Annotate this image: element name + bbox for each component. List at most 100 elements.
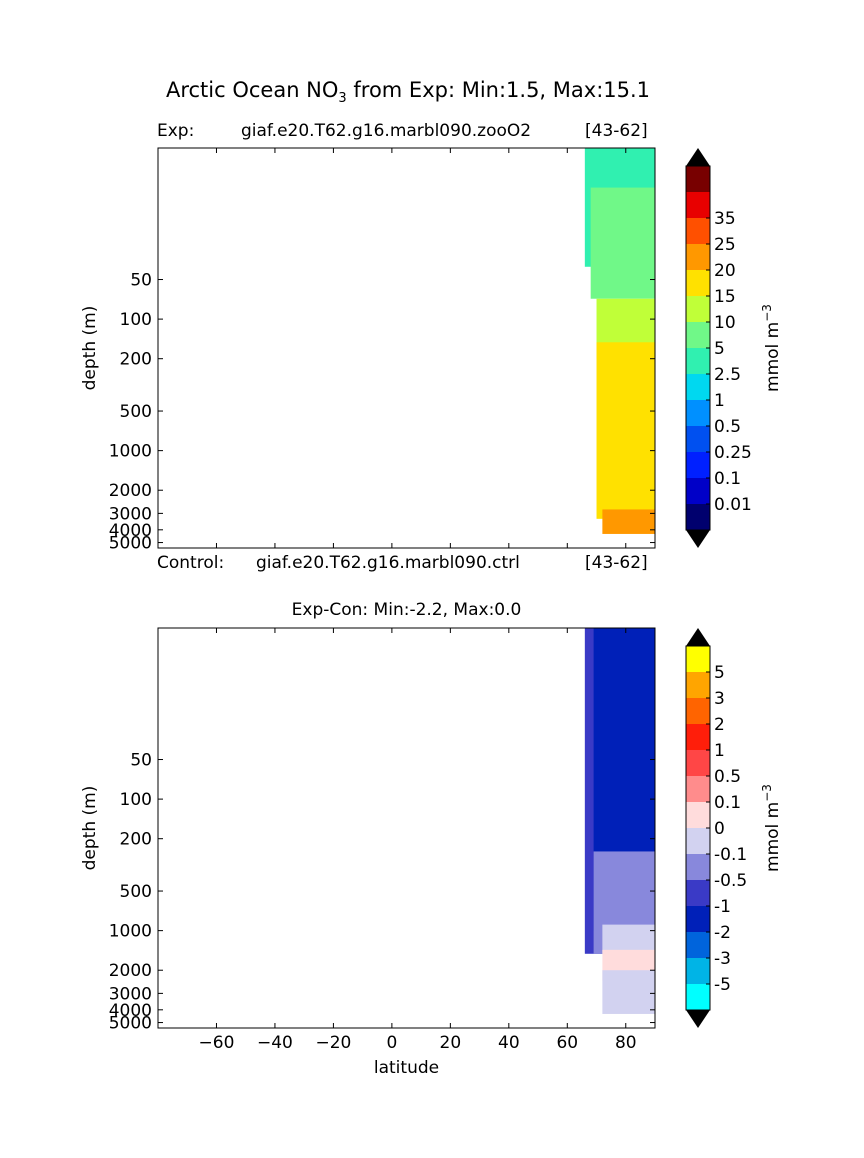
colorbar-swatch: [686, 374, 710, 400]
colorbar-swatch: [686, 452, 710, 478]
colorbar-swatch: [686, 776, 710, 802]
colorbar-tick-label: -0.5: [714, 871, 747, 891]
exp-case-name: giaf.e20.T62.g16.marbl090.zooO2: [241, 121, 532, 141]
colorbar-extend-max: [686, 148, 710, 166]
colorbar-swatch: [686, 270, 710, 296]
colorbar-tick-label: 0: [714, 819, 725, 839]
contour-region-4: [602, 924, 655, 954]
colorbar-tick-label: 1: [714, 741, 725, 761]
colorbar-extend-min: [686, 1010, 710, 1028]
exp-years: [43-62]: [585, 121, 648, 141]
colorbar-tick-label: 2: [714, 715, 725, 735]
colorbar-swatch: [686, 724, 710, 750]
contour-region-5: [602, 509, 655, 534]
difference-title: Exp-Con: Min:-2.2, Max:0.0: [291, 600, 522, 620]
colorbar-swatch: [686, 426, 710, 452]
colorbar-swatch: [686, 348, 710, 374]
exp-label: Exp:: [157, 121, 195, 141]
colorbar-unit-text: mmol m: [763, 322, 783, 392]
colorbar-tick-label: 3: [714, 689, 725, 709]
colorbar-tick-label: 10: [714, 313, 736, 333]
y-tick-label: 100: [120, 310, 152, 330]
figure-title-rest: from Exp: Min:1.5, Max:15.1: [346, 78, 651, 102]
colorbar-unit-superscript: −3: [760, 784, 774, 802]
colorbar-swatch: [686, 932, 710, 958]
colorbar-extend-max: [686, 628, 710, 646]
control-label: Control:: [157, 553, 225, 573]
contour-region-4: [596, 342, 655, 519]
colorbar-swatch: [686, 906, 710, 932]
x-tick-label: −40: [257, 1033, 293, 1053]
figure-title-subscript: 3: [338, 91, 347, 107]
y-tick-label: 100: [120, 790, 152, 810]
y-tick-label: 4000: [109, 521, 152, 541]
y-axis-label: depth (m): [80, 306, 100, 391]
colorbar-swatch: [686, 218, 710, 244]
x-tick-label: 60: [556, 1033, 578, 1053]
colorbar-swatch: [686, 672, 710, 698]
figure-title-text: Arctic Ocean NO: [165, 78, 339, 102]
y-tick-label: 2000: [109, 481, 152, 501]
control-case-name: giaf.e20.T62.g16.marbl090.ctrl: [256, 553, 520, 573]
plot-frame: [157, 627, 656, 1029]
figure-title: Arctic Ocean NO3 from Exp: Min:1.5, Max:…: [0, 78, 816, 106]
colorbar-swatch: [686, 880, 710, 906]
colorbar-tick-label: 1: [714, 391, 725, 411]
colorbar-swatch: [686, 504, 710, 530]
colorbar-swatch: [686, 828, 710, 854]
x-axis-label: latitude: [374, 1058, 439, 1078]
contour-region-6: [602, 970, 655, 1014]
colorbar-swatch: [686, 244, 710, 270]
colorbar-tick-label: 0.01: [714, 495, 752, 515]
colorbar-tick-label: 25: [714, 235, 736, 255]
x-tick-label: −20: [315, 1033, 351, 1053]
colorbar-swatch: [686, 646, 710, 672]
colorbar-swatch: [686, 192, 710, 218]
colorbar-swatch: [686, 698, 710, 724]
colorbar-tick-label: -1: [714, 897, 731, 917]
y-axis-label: depth (m): [80, 786, 100, 871]
colorbar-tick-label: 5: [714, 663, 725, 683]
colorbar-swatch: [686, 322, 710, 348]
colorbar-1: 0.01 0.1 0.25 0.5 1 2.5 5 10 15 20 25 35 mmol m−3: [685, 148, 783, 548]
colorbar-tick-label: -3: [714, 949, 731, 969]
y-tick-label: 1000: [109, 922, 152, 942]
x-tick-label: 80: [615, 1033, 637, 1053]
colorbar-tick-label: -5: [714, 975, 731, 995]
colorbar-tick-label: 0.5: [714, 417, 741, 437]
control-years: [43-62]: [585, 553, 648, 573]
colorbar-tick-label: 0.1: [714, 469, 741, 489]
y-tick-label: 3000: [109, 984, 152, 1004]
colorbar-unit-text: mmol m: [763, 802, 783, 872]
contour-region-2: [590, 187, 655, 299]
colorbar-swatch: [686, 958, 710, 984]
colorbar-extend-min: [686, 530, 710, 548]
colorbar-tick-label: 0.5: [714, 767, 741, 787]
y-tick-label: 50: [130, 271, 152, 291]
colorbar-swatch: [686, 166, 710, 192]
x-tick-label: 40: [498, 1033, 520, 1053]
y-tick-label: 2000: [109, 961, 152, 981]
y-tick-label: 5000: [109, 534, 152, 554]
colorbar-tick-label: 0.25: [714, 443, 752, 463]
colorbar-swatch: [686, 984, 710, 1010]
plot-frame: [157, 147, 656, 549]
x-tick-label: 20: [440, 1033, 462, 1053]
colorbar-2: -5 -3 -2 -1 -0.5 -0.1 0 0.1 0.5 1 2 3 5 mmol m−3: [685, 628, 783, 1028]
y-tick-label: 1000: [109, 442, 152, 462]
colorbar-tick-label: 5: [714, 339, 725, 359]
colorbar-tick-label: -0.1: [714, 845, 747, 865]
y-tick-label: 200: [120, 350, 152, 370]
colorbar-swatch: [686, 296, 710, 322]
colorbar-swatch: [686, 400, 710, 426]
colorbar-swatch: [686, 478, 710, 504]
y-tick-label: 5000: [109, 1014, 152, 1034]
y-tick-label: 500: [120, 882, 152, 902]
x-tick-label: −60: [199, 1033, 235, 1053]
colorbar-tick-label: 0.1: [714, 793, 741, 813]
colorbar-tick-label: -2: [714, 923, 731, 943]
colorbar-tick-label: 2.5: [714, 365, 741, 385]
